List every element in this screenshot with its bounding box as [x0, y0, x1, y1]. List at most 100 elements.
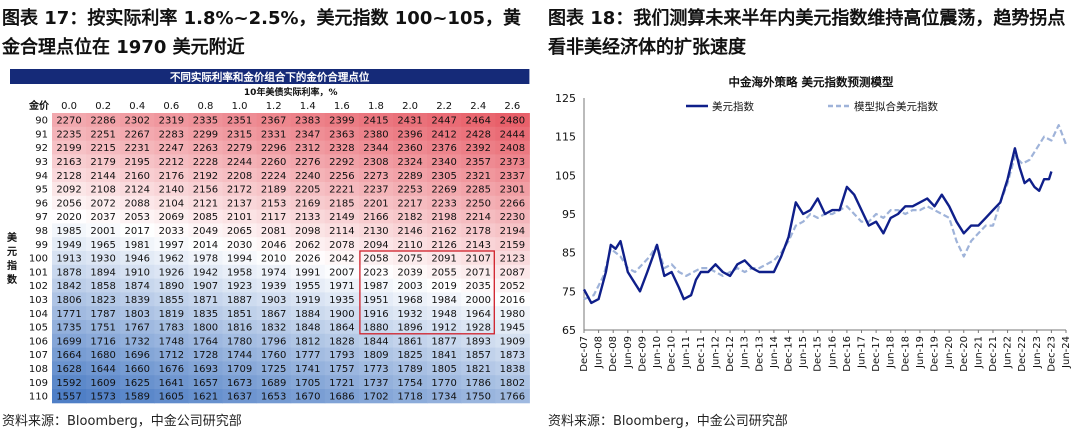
heatmap-cell [290, 251, 326, 266]
heatmap-cell-value: 1670 [295, 392, 320, 403]
x-tick-label: Dec-09 [637, 336, 648, 372]
heatmap-cell [86, 113, 121, 128]
legend-label: 美元指数 [712, 100, 754, 113]
heatmap-cell [461, 347, 496, 362]
heatmap-cell [461, 333, 496, 349]
heatmap-title-bar [10, 69, 530, 84]
heatmap-cell-value: 1725 [261, 364, 286, 375]
heatmap-cell [427, 320, 462, 335]
x-tick-label: Dec-10 [667, 336, 678, 372]
heatmap-cell [256, 209, 292, 224]
x-tick-label: Dec-12 [725, 336, 736, 372]
heatmap-cell [495, 347, 530, 362]
heatmap-cell [154, 389, 189, 404]
heatmap-row-label: 96 [35, 198, 48, 209]
heatmap-ylabel-char: 数 [7, 273, 18, 286]
heatmap-cell [427, 168, 462, 183]
heatmap-cell-value: 1832 [261, 323, 286, 334]
heatmap-cell-value: 2101 [227, 212, 252, 223]
heatmap-cell [461, 154, 496, 169]
heatmap-cell [86, 292, 121, 307]
heatmap-cell-value: 1712 [159, 350, 184, 361]
heatmap-cell [222, 264, 258, 280]
heatmap-cell-value: 2108 [90, 185, 115, 196]
heatmap-cell [290, 113, 326, 128]
heatmap-cell-value: 2305 [431, 171, 456, 182]
heatmap-cell-value: 1880 [363, 323, 388, 334]
heatmap-cell [188, 278, 223, 293]
heatmap-cell [495, 209, 530, 224]
heatmap-col-label: 1.0 [232, 101, 248, 112]
heatmap-cell-value: 1877 [431, 336, 456, 347]
heatmap-cell-value: 1789 [397, 364, 422, 375]
heatmap-cell [52, 278, 87, 293]
heatmap-cell-value: 2094 [363, 240, 388, 251]
heatmap-cell [393, 375, 428, 390]
heatmap-cell [393, 168, 428, 183]
heatmap-cell-value: 2055 [431, 267, 456, 278]
heatmap-cell-value: 2019 [431, 281, 456, 292]
heatmap-cell [290, 306, 326, 321]
heatmap-cell-value: 1932 [397, 309, 422, 320]
heatmap-cell-value: 1696 [125, 350, 150, 361]
heatmap-cell-value: 2053 [125, 212, 150, 223]
heatmap-cell-value: 1709 [227, 364, 252, 375]
heatmap-cell-value: 2124 [125, 185, 150, 196]
heatmap-cell-value: 1980 [500, 309, 525, 320]
heatmap-cell [427, 347, 462, 362]
heatmap-cell [461, 113, 496, 128]
heatmap-cell [290, 278, 326, 293]
heatmap-cell-value: 1896 [397, 323, 422, 334]
heatmap-cell-value: 2017 [125, 226, 150, 237]
heatmap-cell [222, 320, 258, 335]
heatmap-cell [86, 140, 121, 155]
heatmap-cell [86, 278, 121, 293]
heatmap-cell [120, 389, 155, 404]
heatmap-cell-value: 2383 [295, 116, 320, 127]
heatmap-cell [427, 375, 462, 390]
heatmap-cell-value: 1657 [193, 378, 218, 389]
heatmap-row-label: 90 [35, 116, 48, 127]
heatmap-cell-value: 1744 [227, 350, 252, 361]
heatmap-cell-value: 1718 [397, 392, 422, 403]
heatmap-row-label: 92 [35, 143, 48, 154]
heatmap-cell [188, 306, 223, 321]
heatmap-cell-value: 2000 [466, 295, 491, 306]
heatmap-cell [120, 278, 155, 293]
heatmap-cell [290, 182, 326, 197]
heatmap-cell-value: 2215 [90, 143, 115, 154]
heatmap-cell-value: 1842 [56, 281, 81, 292]
heatmap-cell-value: 1978 [193, 254, 218, 265]
heatmap-cell [188, 237, 223, 252]
heatmap-cell [427, 223, 462, 238]
x-tick-label: Jun-20 [944, 336, 955, 369]
x-tick-label: Dec-15 [813, 336, 824, 372]
heatmap-cell [358, 278, 394, 293]
heatmap-cell-value: 2231 [125, 143, 150, 154]
figure-17-panel: 图表 17：按实际利率 1.8%~2.5%，美元指数 100~105，黄金合理点… [0, 0, 530, 436]
heatmap-cell-value: 2263 [193, 143, 218, 154]
heatmap-cell [290, 195, 326, 211]
heatmap-cell-value: 1942 [193, 267, 218, 278]
heatmap-cell-value: 2026 [295, 254, 320, 265]
heatmap-cell-value: 2250 [466, 198, 491, 209]
heatmap-cell [222, 278, 258, 293]
heatmap-cell-value: 1750 [466, 392, 491, 403]
heatmap-cell-value: 1777 [295, 350, 320, 361]
heatmap-row-label: 97 [35, 212, 48, 223]
heatmap-cell [86, 333, 121, 349]
heatmap-cell [358, 264, 394, 280]
heatmap-cell [495, 113, 530, 128]
heatmap-cell-value: 1802 [500, 378, 525, 389]
heatmap-cell-value: 1800 [193, 323, 218, 334]
heatmap-cell-value: 2399 [329, 116, 354, 127]
heatmap-cell [222, 237, 258, 252]
heatmap-cell-value: 1660 [125, 364, 150, 375]
heatmap-cell-value: 1803 [125, 309, 150, 320]
heatmap-cell-value: 2337 [500, 171, 525, 182]
heatmap-cell-value: 2062 [295, 240, 320, 251]
x-tick-label: Jun-15 [798, 336, 809, 369]
heatmap-cell [154, 306, 189, 321]
heatmap-cell [427, 195, 462, 211]
heatmap-cell-value: 1974 [261, 267, 286, 278]
